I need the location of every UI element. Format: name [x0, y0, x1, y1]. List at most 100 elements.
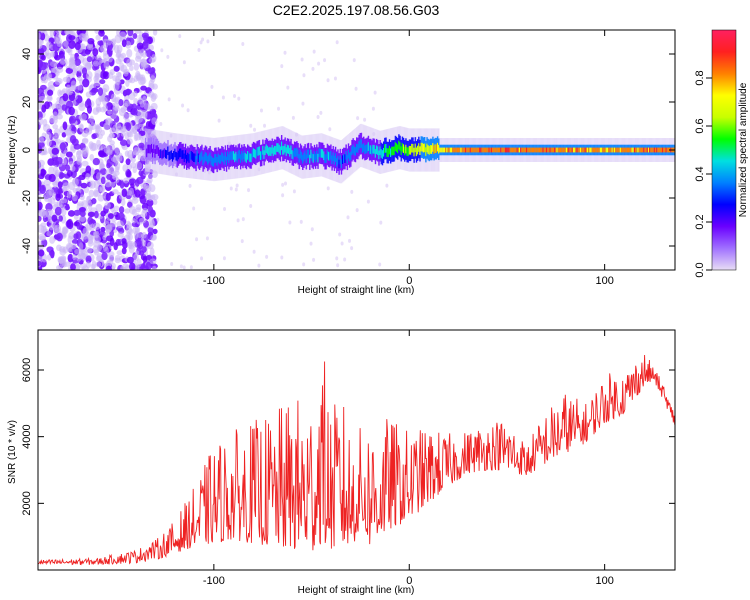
signal-core: [201, 151, 203, 160]
noise-blob: [38, 208, 45, 217]
signal-core: [632, 147, 635, 153]
noise-speck: [229, 186, 233, 191]
noise-blob: [125, 40, 132, 49]
noise-blob: [55, 138, 61, 144]
signal-core: [244, 152, 247, 162]
signal-core: [663, 147, 665, 153]
noise-blob: [104, 201, 111, 210]
noise-blob: [141, 41, 149, 50]
signal-core: [414, 143, 417, 153]
noise-blob: [70, 263, 76, 270]
signal-core: [357, 144, 359, 153]
noise-blob: [119, 62, 125, 72]
signal-core: [404, 146, 406, 156]
signal-core: [317, 153, 319, 163]
signal-core: [423, 143, 426, 153]
noise-blob: [127, 240, 134, 247]
noise-blob: [43, 179, 51, 186]
signal-core: [533, 147, 535, 153]
noise-blob: [77, 84, 83, 91]
noise-blob: [87, 216, 94, 225]
noise-blob: [143, 103, 150, 110]
noise-blob: [105, 192, 111, 202]
noise-blob: [136, 115, 143, 123]
noise-speck: [178, 34, 182, 39]
signal-core: [242, 153, 244, 162]
signal-core: [438, 144, 440, 154]
signal-core: [332, 152, 335, 162]
noise-speck: [333, 76, 337, 81]
signal-core: [610, 147, 613, 153]
signal-core: [452, 147, 454, 153]
signal-core: [653, 147, 656, 153]
noise-blob: [147, 67, 155, 75]
signal-core: [569, 147, 571, 153]
signal-core: [576, 147, 579, 153]
signal-core: [175, 151, 178, 161]
noise-blob: [133, 90, 138, 97]
noise-speck: [235, 183, 239, 188]
signal-core: [536, 147, 539, 153]
noise-speck: [160, 48, 164, 53]
signal-core: [395, 143, 398, 152]
noise-speck: [159, 122, 163, 127]
signal-core: [195, 156, 197, 165]
noise-speck: [263, 123, 267, 128]
noise-blob: [102, 96, 108, 106]
signal-core: [236, 153, 239, 163]
signal-core: [483, 147, 486, 153]
signal-core: [210, 156, 213, 165]
noise-blob: [95, 172, 103, 181]
noise-blob: [133, 98, 139, 105]
signal-core: [340, 159, 343, 169]
signal-core: [447, 147, 450, 153]
signal-core: [665, 147, 668, 153]
signal-core: [370, 145, 372, 154]
signal-core: [198, 154, 201, 164]
noise-blob: [66, 190, 72, 199]
noise-blob: [93, 230, 100, 239]
noise-blob: [77, 64, 83, 73]
signal-core: [435, 144, 438, 154]
noise-blob: [82, 227, 89, 236]
signal-core: [232, 151, 235, 160]
signal-core: [571, 147, 574, 153]
signal-core: [544, 147, 547, 153]
signal-core: [280, 141, 283, 151]
signal-core: [659, 147, 662, 153]
noise-blob: [114, 106, 120, 112]
noise-blob: [107, 213, 114, 219]
noise-blob: [95, 55, 102, 61]
noise-speck: [240, 239, 244, 244]
snr-ylabel: SNR (10 * v/v): [7, 420, 18, 484]
signal-core: [216, 156, 219, 166]
noise-blob: [142, 255, 148, 263]
signal-core: [469, 147, 472, 153]
signal-core: [475, 147, 478, 153]
noise-blob: [97, 87, 104, 96]
noise-blob: [96, 139, 101, 147]
signal-core: [649, 147, 651, 153]
noise-speck: [343, 257, 347, 262]
snr-xlabel: Height of straight line (km): [298, 585, 415, 596]
signal-core: [661, 147, 664, 153]
signal-core: [360, 139, 363, 148]
signal-core: [348, 152, 351, 162]
signal-core: [523, 147, 526, 153]
noise-blob: [126, 138, 133, 145]
signal-core: [221, 152, 223, 162]
colorbar-tick-label: 0.4: [694, 166, 706, 181]
signal-core: [351, 146, 353, 156]
noise-blob: [49, 61, 57, 68]
noise-blob: [55, 193, 61, 201]
signal-core: [323, 151, 325, 161]
noise-blob: [116, 250, 123, 256]
signal-core: [377, 146, 379, 156]
signal-core: [448, 147, 451, 153]
noise-speck: [280, 255, 284, 260]
noise-blob: [150, 109, 156, 118]
noise-blob: [150, 234, 157, 241]
signal-core: [530, 147, 533, 153]
signal-core: [341, 155, 344, 164]
noise-blob: [67, 253, 74, 263]
